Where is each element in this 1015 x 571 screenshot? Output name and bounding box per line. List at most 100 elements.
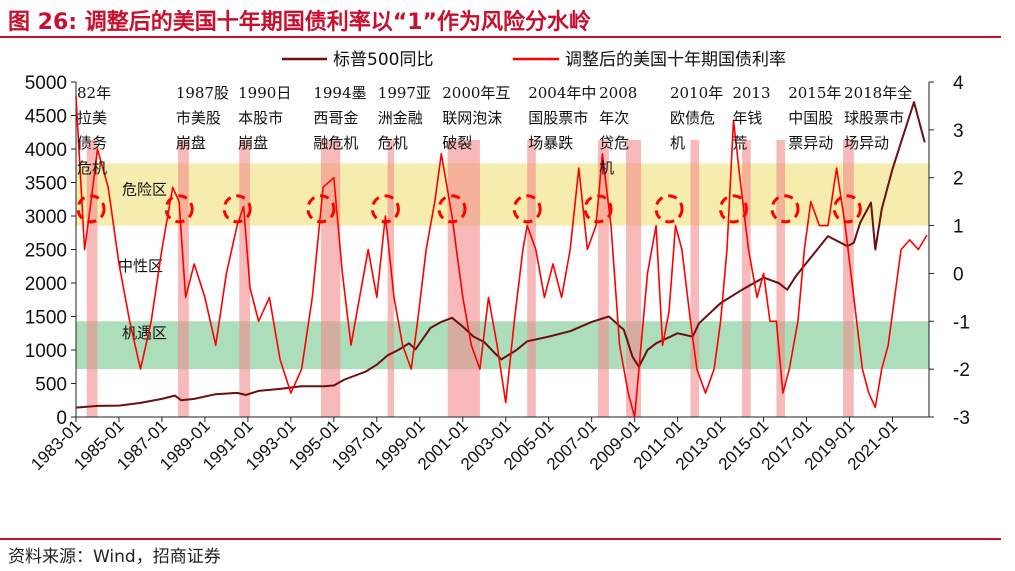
crisis-band-10 [742, 140, 751, 417]
danger-marker-11 [832, 194, 862, 224]
right-tick-label: -1 [953, 312, 970, 333]
crisis-band-4 [387, 140, 394, 417]
event-annotation-line: 融危机 [313, 134, 358, 152]
event-annotation-2: 1990日本股市崩盘 [238, 84, 291, 152]
annotation-layer: 82年拉美债务危机1987股市美股崩盘1990日本股市崩盘1994墨西哥金融危机… [77, 84, 912, 177]
sp500-yoy-line [75, 101, 926, 409]
event-annotation-line: 1987股 [176, 84, 229, 102]
series-layer [75, 96, 928, 418]
zone-label-2: 机遇区 [122, 324, 167, 342]
event-annotation-8: 2010年欧债危机 [670, 84, 723, 152]
event-annotation-11: 2018年全球股票市场异动 [844, 84, 912, 152]
crisis-band-3 [320, 140, 341, 417]
crisis-band-layer [86, 140, 854, 417]
right-tick-label: 1 [953, 217, 964, 238]
zone-label-0: 危险区 [122, 180, 167, 198]
crisis-band-7 [598, 140, 609, 417]
crisis-band-0 [86, 140, 98, 417]
danger-marker-3 [306, 194, 336, 224]
event-annotation-line: 1997亚 [378, 84, 431, 102]
danger-marker-0 [76, 194, 106, 224]
event-annotation-line: 2018年全 [844, 84, 912, 102]
left-tick-label: 2500 [25, 241, 67, 262]
event-annotation-line: 贷危 [599, 134, 629, 152]
legend: 标普500同比 调整后的美国十年期国债利率 [282, 50, 786, 70]
danger-marker-4 [370, 194, 400, 224]
danger-marker-7 [583, 194, 613, 224]
source-rule [0, 538, 1001, 540]
danger-marker-2 [222, 194, 252, 224]
event-annotation-line: 国股票市 [528, 109, 588, 127]
event-annotation-line: 机 [599, 159, 614, 177]
event-annotation-line: 本股市 [238, 109, 283, 127]
left-tick-label: 4000 [25, 140, 67, 161]
event-annotation-line: 2004年中 [528, 84, 596, 102]
legend-label-sp500: 标普500同比 [333, 50, 433, 70]
left-tick-label: 1000 [25, 341, 67, 362]
crisis-band-9 [690, 140, 700, 417]
danger-marker-1 [164, 194, 194, 224]
danger-marker-5 [437, 194, 467, 224]
event-annotation-1: 1987股市美股崩盘 [176, 84, 229, 152]
event-annotation-line: 82年 [77, 84, 111, 102]
event-annotation-line: 危机 [378, 134, 408, 152]
left-tick-label: 3000 [25, 207, 67, 228]
event-annotation-line: 年钱 [732, 109, 762, 127]
event-annotation-line: 荒 [732, 134, 747, 152]
crisis-band-1 [178, 140, 189, 417]
left-tick-label: 500 [35, 375, 67, 396]
event-annotation-line: 拉美 [77, 109, 107, 127]
left-tick-label: 4500 [25, 107, 67, 128]
source-note: 资料来源：Wind，招商证券 [8, 547, 221, 567]
event-annotation-line: 机 [670, 134, 685, 152]
event-annotation-4: 1997亚洲金融危机 [378, 84, 431, 152]
right-tick-label: 3 [953, 121, 964, 142]
danger-marker-9 [718, 194, 748, 224]
right-tick-label: 0 [953, 264, 964, 285]
event-annotation-line: 2000年互 [442, 84, 510, 102]
crisis-band-2 [239, 140, 251, 417]
event-annotation-line: 洲金融 [378, 109, 423, 127]
event-annotation-line: 2013 [732, 84, 770, 102]
event-annotation-line: 2008 [599, 84, 637, 102]
event-annotation-line: 1994墨 [313, 84, 366, 102]
event-annotation-line: 欧债危 [670, 109, 715, 127]
event-annotation-10: 2015年中国股票异动 [788, 84, 841, 152]
left-tick-label: 3500 [25, 174, 67, 195]
figure-title: 图 26: 调整后的美国十年期国债利率以“1”作为风险分水岭 [8, 10, 591, 35]
right-tick-label: -3 [953, 408, 970, 429]
crisis-band-6 [527, 140, 536, 417]
event-annotation-line: 1990日 [238, 84, 291, 102]
adjusted-treasury-yield-line [75, 96, 928, 418]
event-annotation-line: 崩盘 [176, 134, 206, 152]
event-annotation-5: 2000年互联网泡沫破裂 [442, 84, 510, 152]
event-annotation-line: 市美股 [176, 109, 221, 127]
event-annotation-3: 1994墨西哥金融危机 [313, 84, 366, 152]
danger-marker-6 [512, 194, 542, 224]
event-annotation-0: 82年拉美债务危机 [77, 84, 111, 177]
event-annotation-line: 崩盘 [238, 134, 268, 152]
event-annotation-line: 球股票市 [844, 109, 904, 127]
event-annotation-line: 西哥金 [313, 109, 358, 127]
left-tick-label: 5000 [25, 73, 67, 94]
right-tick-label: -2 [953, 360, 970, 381]
event-annotation-line: 中国股 [788, 109, 833, 127]
right-tick-label: 2 [953, 169, 964, 190]
crisis-band-5 [447, 140, 480, 417]
title-rule [0, 36, 1001, 38]
crisis-band-12 [843, 140, 854, 417]
event-annotation-line: 联网泡沫 [442, 109, 502, 127]
zone-band-0 [76, 163, 929, 226]
danger-marker-layer [76, 194, 862, 224]
left-tick-label: 1500 [25, 308, 67, 329]
left-tick-label: 2000 [25, 274, 67, 295]
event-annotation-line: 票异动 [788, 134, 833, 152]
left-tick-label: 0 [56, 408, 67, 429]
zone-band-2 [76, 321, 929, 370]
event-annotation-line: 危机 [77, 159, 107, 177]
event-annotation-line: 债务 [77, 134, 107, 152]
crisis-band-11 [776, 140, 786, 417]
zone-label-1: 中性区 [118, 257, 163, 275]
event-annotation-9: 2013 年钱荒 [732, 84, 770, 152]
